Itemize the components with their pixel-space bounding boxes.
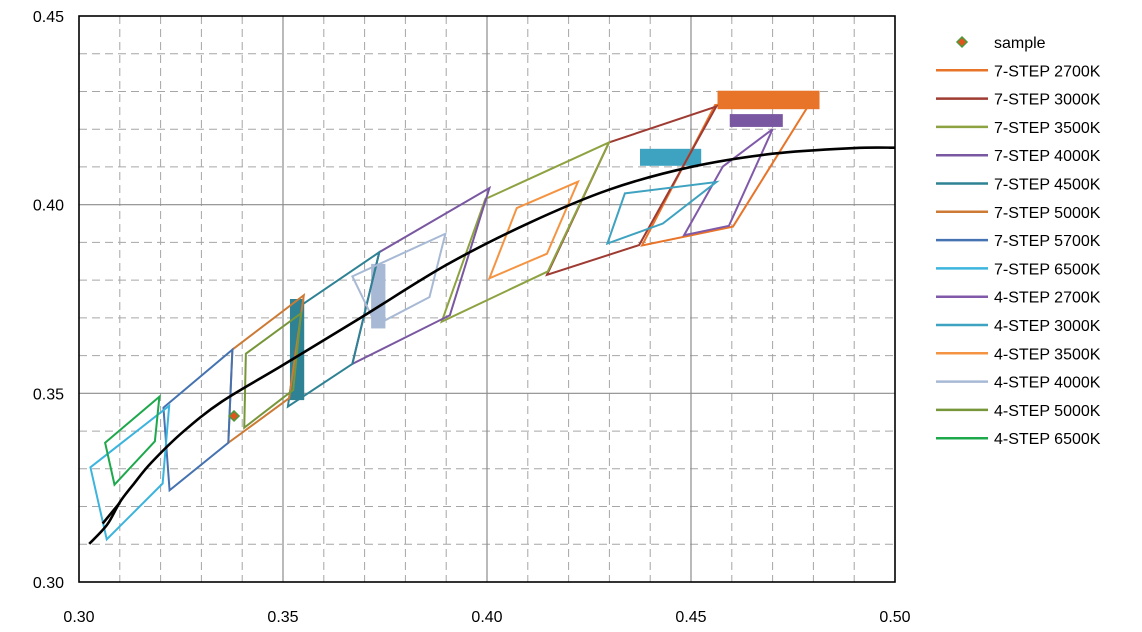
legend-label: 7-STEP 5700K [994, 233, 1101, 250]
y-tick-label: 0.35 [33, 386, 64, 403]
bin-polygon [89, 403, 171, 542]
bin-bar [717, 90, 820, 110]
legend-label: 4-STEP 2700K [994, 290, 1101, 307]
legend-marker-swatch [955, 35, 969, 49]
legend: sample 7-STEP 2700K 7-STEP 3000K 7-STEP 350… [936, 35, 1101, 448]
bin-polygon [243, 311, 303, 430]
legend-label: 4-STEP 6500K [994, 431, 1101, 448]
major-grid [79, 16, 895, 582]
x-tick-label: 0.35 [267, 609, 298, 626]
legend-label: sample [994, 35, 1046, 52]
bin-bars [289, 90, 820, 401]
bin-polygon [162, 347, 234, 493]
x-tick-label: 0.40 [471, 609, 502, 626]
bin-polygon [439, 140, 612, 324]
x-tick-label: 0.50 [879, 609, 910, 626]
y-axis-ticks: 0.30 0.35 0.40 0.45 [33, 9, 64, 592]
y-tick-label: 0.30 [33, 575, 64, 592]
bin-bar [729, 114, 783, 127]
sample-markers [227, 409, 241, 423]
bin-polygons [89, 97, 815, 542]
bin-polygon [682, 128, 774, 237]
planckian-curve [88, 146, 896, 545]
bin-polygon [487, 179, 580, 281]
legend-label: 4-STEP 3500K [994, 346, 1101, 363]
bin-polygon [640, 97, 815, 247]
legend-label: 7-STEP 4000K [994, 148, 1101, 165]
bin-polygon [351, 231, 447, 327]
bin-polygon [605, 180, 720, 246]
sample-marker [227, 409, 241, 423]
legend-label: 4-STEP 4000K [994, 375, 1101, 392]
legend-label: 7-STEP 2700K [994, 63, 1101, 80]
plot-frame [78, 15, 896, 583]
legend-label: 7-STEP 4500K [994, 177, 1101, 194]
x-tick-label: 0.30 [63, 609, 94, 626]
legend-label: 7-STEP 5000K [994, 205, 1101, 222]
bin-polygon [104, 394, 161, 487]
y-tick-label: 0.40 [33, 198, 64, 215]
legend-label: 7-STEP 3000K [994, 92, 1101, 109]
legend-label: 4-STEP 5000K [994, 403, 1101, 420]
legend-label: 7-STEP 3500K [994, 120, 1101, 137]
x-tick-label: 0.45 [675, 609, 706, 626]
y-tick-label: 0.45 [33, 9, 64, 26]
legend-label: 7-STEP 6500K [994, 261, 1101, 278]
legend-label: 4-STEP 3000K [994, 318, 1101, 335]
planckian-curve [101, 501, 121, 525]
bin-bar [371, 263, 386, 329]
planckian-locus [88, 146, 896, 545]
x-axis-ticks: 0.30 0.35 0.40 0.45 0.50 [63, 609, 910, 626]
